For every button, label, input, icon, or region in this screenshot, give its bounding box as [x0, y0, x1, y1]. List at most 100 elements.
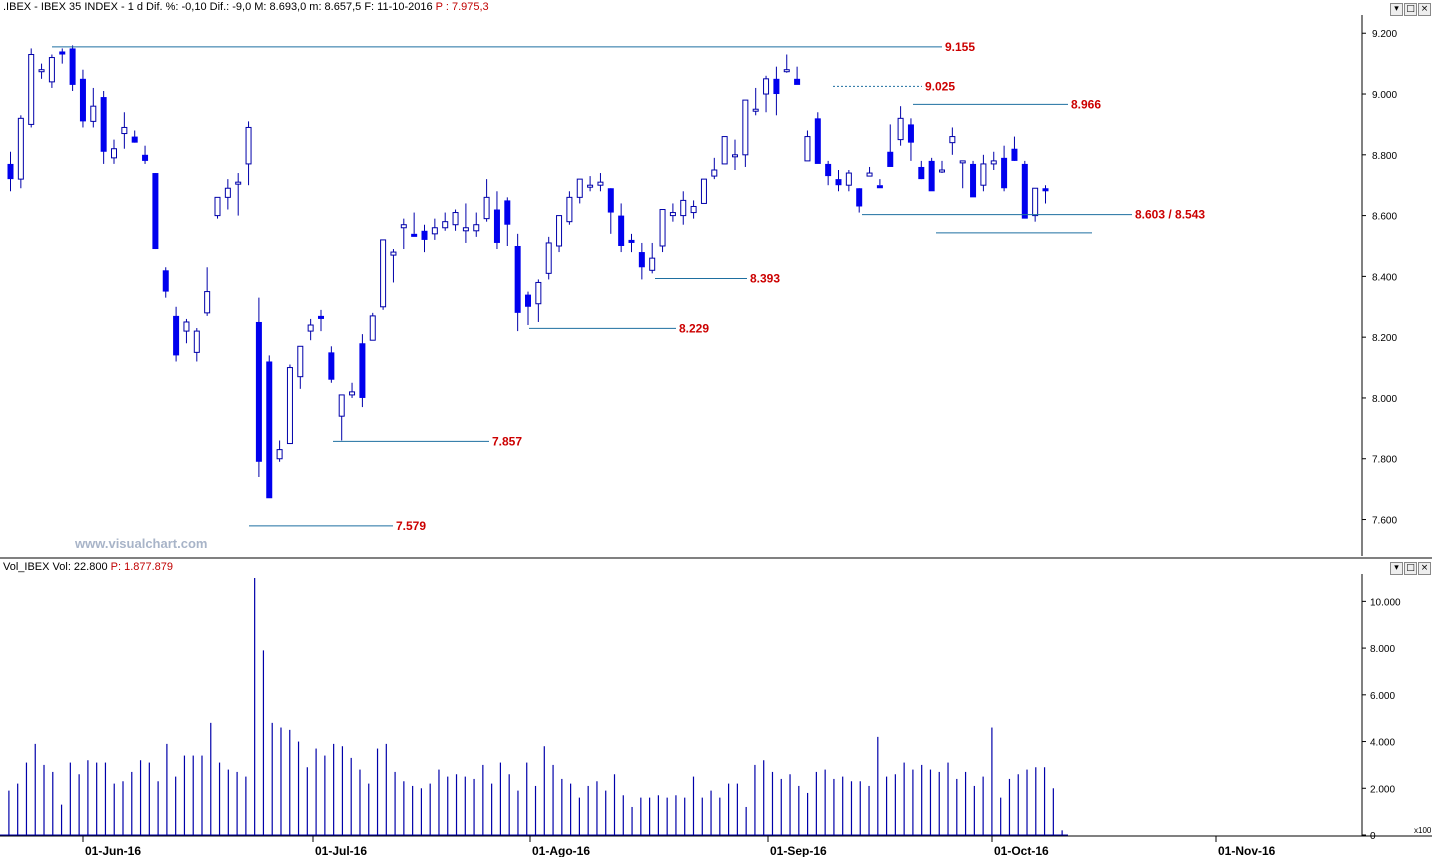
price-tick-label: 7.800: [1372, 455, 1397, 466]
candle-body-up: [483, 196, 490, 220]
candle-body-up: [193, 330, 200, 353]
candle-body-up: [473, 224, 480, 232]
volume-header: Vol_IBEX Vol: 22.800 P: 1.877.879: [3, 561, 173, 573]
candle: [628, 233, 635, 253]
candle: [980, 154, 987, 192]
candle-body-up: [400, 224, 407, 229]
candle-body-down: [907, 124, 914, 143]
candle: [514, 233, 521, 332]
candle-body-down: [814, 118, 821, 164]
candle: [100, 90, 107, 164]
candle-body-up: [804, 136, 811, 162]
candle-body-up: [990, 160, 997, 165]
price-tick-label: 8.200: [1372, 333, 1397, 344]
candle-body-up: [48, 57, 55, 83]
candle: [825, 160, 832, 186]
candle: [970, 160, 977, 198]
candle: [680, 191, 687, 225]
volume-pane-restore-button[interactable]: □: [1404, 562, 1417, 575]
candle-body-down: [131, 136, 138, 143]
price-tick-label: 8.600: [1372, 212, 1397, 223]
candle-body-down: [1042, 188, 1049, 192]
candle-body-up: [245, 126, 252, 165]
candle-body-up: [28, 54, 35, 125]
candle-body-down: [504, 200, 511, 225]
candle-body-down: [359, 343, 366, 398]
candle-body-down: [493, 209, 500, 243]
candle: [556, 215, 563, 253]
candle: [493, 191, 500, 250]
price-header-text: .IBEX - IBEX 35 INDEX - 1 d Dif. %: -0,1…: [3, 1, 436, 13]
candle-body-up: [121, 126, 128, 135]
candle: [700, 178, 707, 204]
date-tick-label: 01-Sep-16: [770, 844, 827, 857]
candle: [525, 291, 531, 326]
candle: [69, 45, 76, 91]
candle-body-down: [628, 239, 635, 243]
candle: [111, 139, 117, 164]
volume-pane-minimize-button[interactable]: ▾: [1390, 562, 1403, 575]
candle-body-up: [690, 205, 697, 214]
candle-body-up: [545, 242, 552, 274]
candle: [349, 382, 356, 398]
date-tick-label: 01-Jul-16: [315, 844, 367, 857]
price-tick-label: 9.200: [1372, 29, 1397, 40]
candle: [607, 188, 614, 234]
candle: [907, 118, 914, 161]
candle-body-up: [390, 251, 397, 256]
date-tick-label: 01-Jun-16: [85, 844, 141, 857]
candle: [618, 203, 625, 253]
candle-body-down: [1001, 157, 1008, 189]
candle-body-down: [421, 230, 428, 240]
candle: [390, 249, 397, 283]
price-pane-restore-button[interactable]: □: [1404, 3, 1417, 16]
candle: [452, 209, 459, 231]
candle: [193, 328, 200, 362]
candle: [380, 239, 387, 310]
candle: [721, 136, 728, 165]
support-resistance-levels: 9.155 9.025 8.966 8.603 / 8.543 8.393 8.229 7.…: [52, 40, 1205, 533]
candle-body-up: [286, 367, 293, 445]
candle-body-up: [349, 391, 356, 396]
candle: [235, 173, 242, 216]
candle: [173, 306, 180, 362]
candle: [690, 200, 697, 219]
candle-body-up: [897, 117, 904, 141]
candle-body-up: [949, 136, 956, 144]
candle-body-up: [38, 69, 45, 73]
price-pane-minimize-button[interactable]: ▾: [1390, 3, 1403, 16]
candle-body-up: [442, 221, 449, 229]
volume-header-text: Vol_IBEX Vol: 22.800: [3, 561, 111, 573]
date-tick-label: 01-Oct-16: [994, 844, 1049, 857]
candle-body-down: [162, 270, 169, 292]
candle-body-up: [659, 209, 666, 247]
candle-body-up: [597, 181, 604, 186]
candle-body-down: [142, 154, 149, 161]
candle: [411, 212, 418, 237]
watermark: www.visualchart.com: [74, 536, 207, 551]
candle: [421, 224, 428, 253]
price-pane-close-button[interactable]: ×: [1418, 3, 1431, 16]
price-tick-label: 8.400: [1372, 272, 1397, 283]
candle: [1032, 187, 1039, 222]
candle: [742, 99, 749, 167]
candle-body-down: [970, 163, 977, 198]
candle: [794, 66, 801, 85]
price-tick-label: 7.600: [1372, 516, 1397, 527]
candle: [121, 112, 128, 149]
price-candles: [7, 45, 1049, 499]
candle: [214, 196, 221, 219]
candle-body-up: [1032, 187, 1039, 217]
candle: [328, 346, 335, 383]
candle-body-down: [59, 51, 66, 55]
volume-pane-close-button[interactable]: ×: [1418, 562, 1431, 575]
candle-body-up: [680, 199, 687, 217]
volume-tick-label: 8.000: [1370, 644, 1395, 655]
candle-body-up: [535, 281, 542, 305]
candle: [204, 267, 211, 316]
candle: [1001, 145, 1008, 192]
candle-body-up: [649, 257, 656, 271]
candle: [286, 364, 293, 445]
candle-body-down: [100, 97, 107, 152]
